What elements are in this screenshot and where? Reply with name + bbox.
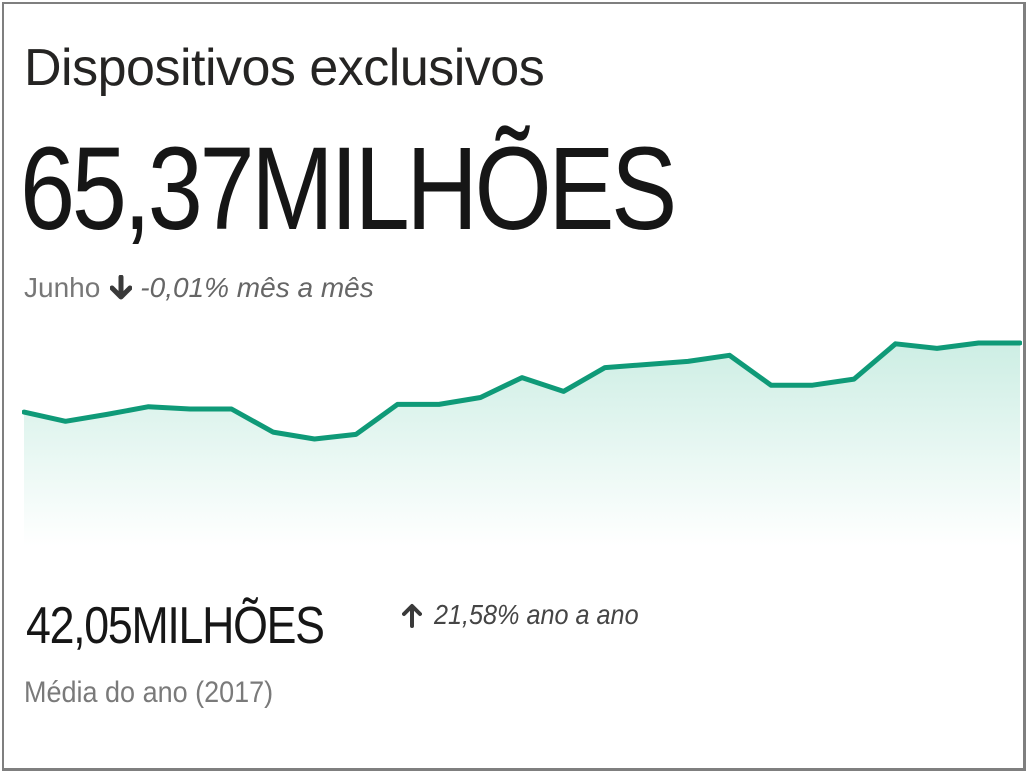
card-title: Dispositivos exclusivos	[24, 39, 545, 97]
monthly-change-row: Junho -0,01% mês a mês	[24, 274, 374, 302]
period-label: Junho	[24, 272, 101, 303]
year-average-label: Média do ano (2017)	[24, 676, 274, 709]
arrow-up-icon	[402, 602, 422, 628]
sparkline-chart	[22, 340, 1022, 546]
monthly-change-value: -0,01% mês a mês	[140, 272, 374, 303]
year-average-value: 42,05MILHÕES	[26, 597, 325, 655]
yearly-change-row: 21,58% ano a ano	[402, 601, 661, 629]
main-kpi-value: 65,37MILHÕES	[20, 123, 677, 255]
sparkline-area	[24, 343, 1020, 546]
sparkline-line	[22, 340, 1022, 442]
yearly-change-value: 21,58% ano a ano	[434, 599, 639, 630]
arrow-down-icon	[109, 274, 133, 301]
